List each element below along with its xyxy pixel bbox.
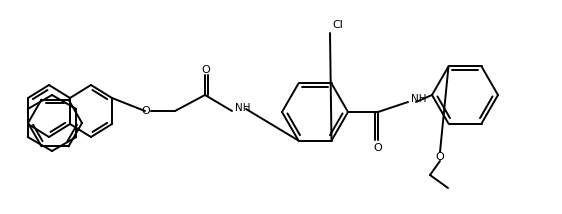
Text: O: O xyxy=(202,65,210,75)
Text: Cl: Cl xyxy=(332,20,343,30)
Text: NH: NH xyxy=(411,94,427,104)
Text: NH: NH xyxy=(235,103,251,113)
Text: O: O xyxy=(374,143,382,153)
Text: O: O xyxy=(436,152,445,162)
Text: O: O xyxy=(142,106,151,116)
